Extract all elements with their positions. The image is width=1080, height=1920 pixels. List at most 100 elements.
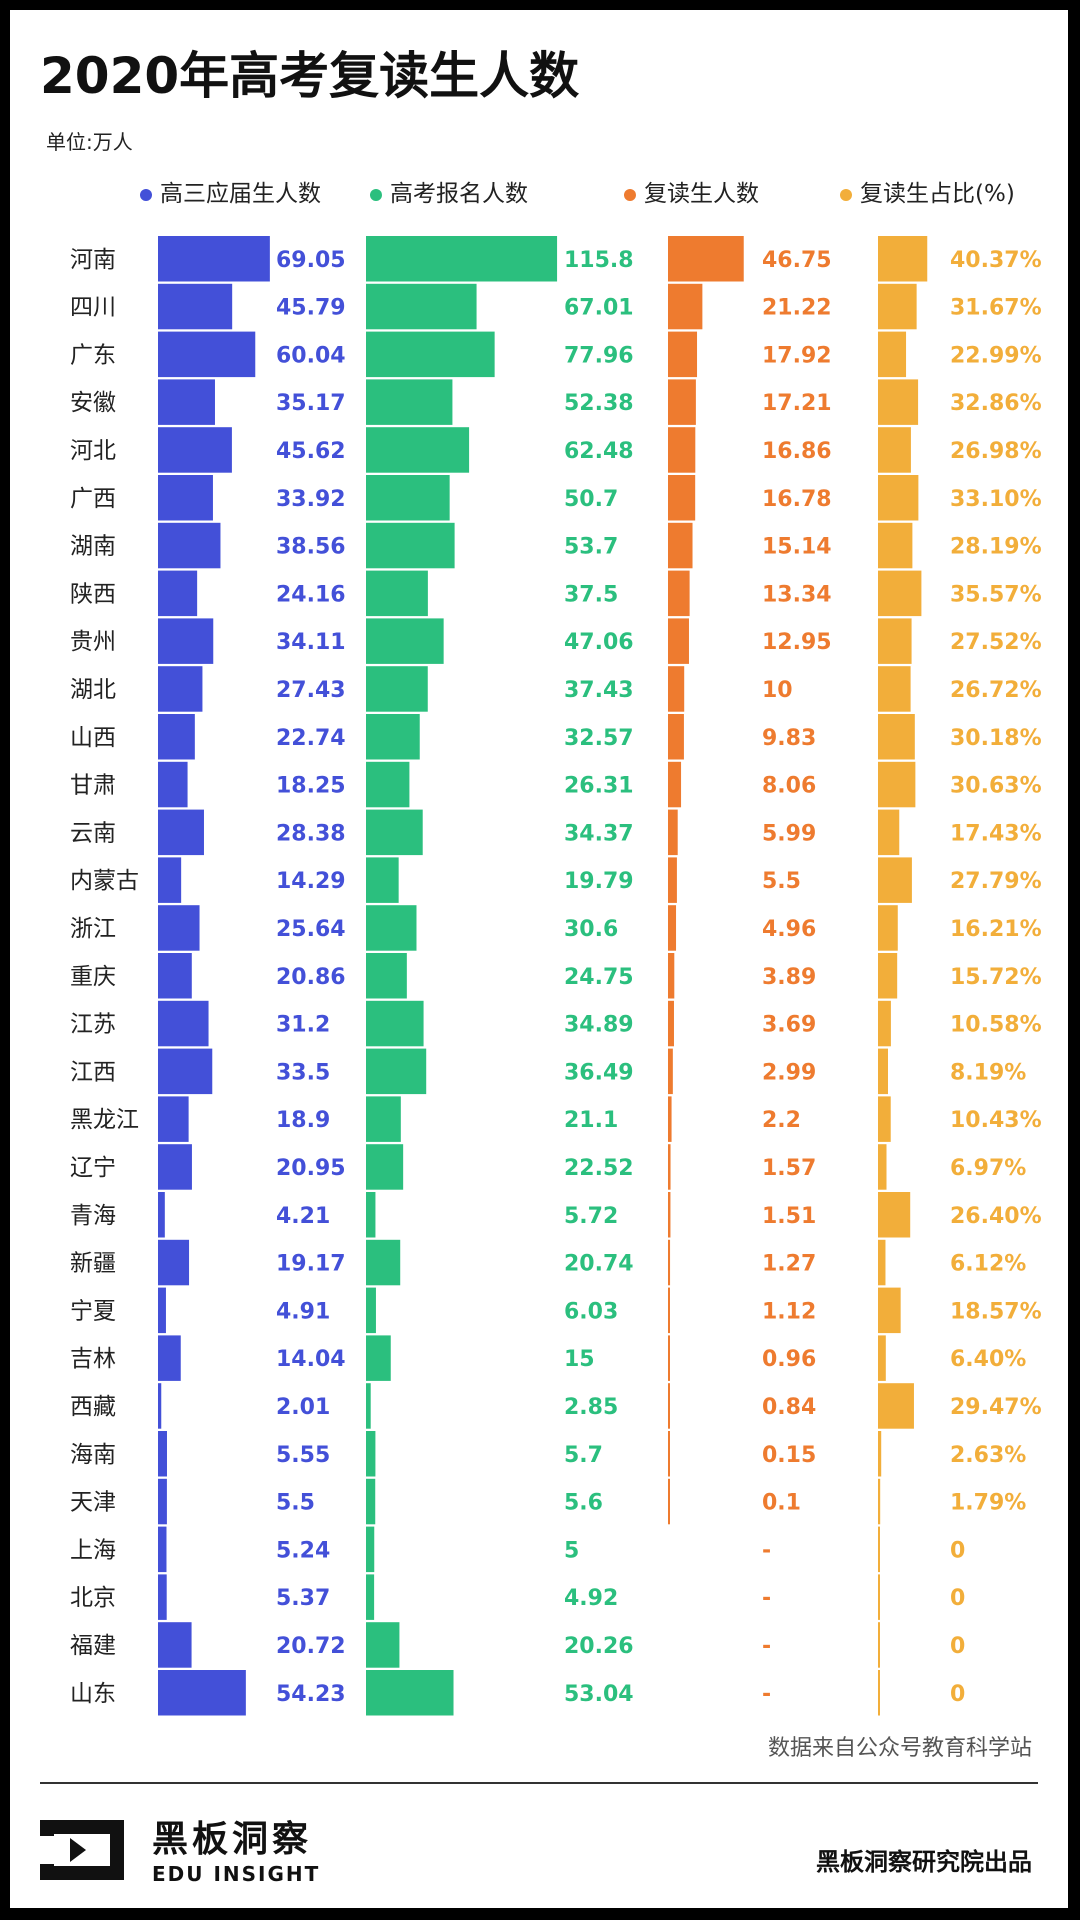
bar	[366, 379, 453, 425]
category-label: 山西	[70, 725, 116, 751]
data-label: 13.34	[762, 582, 832, 607]
data-label: 20.95	[276, 1156, 346, 1181]
legend-dot-icon	[840, 188, 852, 201]
bar	[366, 522, 455, 569]
data-label: 30.63%	[950, 774, 1042, 799]
data-label: 2.99	[762, 1060, 816, 1085]
data-label: 27.52%	[950, 630, 1042, 655]
data-label: 5.99	[762, 821, 816, 846]
data-label: 0	[950, 1682, 965, 1707]
data-label: 2.01	[276, 1395, 330, 1420]
legend-label: 复读生占比(%)	[860, 181, 1015, 207]
bar	[158, 618, 214, 664]
category-label: 湖南	[70, 534, 116, 560]
bar	[366, 1000, 424, 1047]
bar	[366, 236, 558, 282]
bar	[366, 1192, 376, 1238]
data-label: 50.7	[564, 487, 618, 512]
category-label: 黑龙江	[70, 1107, 139, 1133]
data-label: 4.92	[564, 1586, 618, 1611]
data-label: 24.16	[276, 582, 346, 607]
category-label: 青海	[70, 1203, 116, 1229]
bar	[158, 570, 198, 617]
bar	[366, 427, 470, 473]
bar	[158, 427, 232, 473]
bar	[878, 522, 913, 569]
data-label: 36.49	[564, 1060, 634, 1085]
bar	[668, 522, 693, 569]
data-label: 28.19%	[950, 535, 1042, 560]
data-label: 34.89	[564, 1013, 634, 1038]
bar	[878, 1239, 886, 1286]
bar	[668, 1239, 671, 1286]
data-label: 45.79	[276, 296, 346, 321]
bar	[878, 857, 912, 903]
data-label: 54.23	[276, 1682, 346, 1707]
data-label: 16.78	[762, 487, 832, 512]
data-label: 26.98%	[950, 439, 1042, 464]
data-label: 15	[564, 1347, 595, 1372]
data-label: 1.12	[762, 1299, 816, 1324]
category-label: 四川	[70, 295, 116, 321]
data-label: 37.5	[564, 582, 618, 607]
bar	[366, 570, 428, 617]
data-label: 33.5	[276, 1060, 330, 1085]
data-label: 32.86%	[950, 391, 1042, 416]
data-label: -	[762, 1682, 771, 1707]
data-label: 9.83	[762, 726, 816, 751]
bar	[158, 1431, 167, 1477]
category-label: 浙江	[70, 916, 116, 942]
category-label: 江西	[70, 1059, 116, 1085]
data-label: 8.19%	[950, 1060, 1026, 1085]
data-label: 4.91	[276, 1299, 330, 1324]
bar	[158, 236, 270, 282]
bar	[158, 809, 204, 856]
data-label: 0.1	[762, 1491, 801, 1516]
data-label: 0	[950, 1586, 965, 1611]
data-label: 52.38	[564, 391, 634, 416]
data-label: 20.26	[564, 1634, 634, 1659]
bar	[668, 1048, 673, 1095]
bar	[668, 857, 677, 903]
data-label: 2.63%	[950, 1443, 1026, 1468]
bar	[366, 905, 417, 951]
data-label: 26.72%	[950, 678, 1042, 703]
category-label: 吉林	[70, 1346, 116, 1372]
legend-dot-icon	[624, 188, 636, 201]
data-label: 17.21	[762, 391, 832, 416]
bar	[668, 1287, 670, 1334]
data-label: 31.67%	[950, 296, 1042, 321]
bar	[158, 666, 203, 712]
data-label: -	[762, 1586, 771, 1611]
bar	[878, 1383, 914, 1429]
category-label: 安徽	[70, 390, 116, 416]
legend-item-grads: 高三应届生人数	[140, 174, 321, 208]
data-label: 30.18%	[950, 726, 1042, 751]
data-label: 22.52	[564, 1156, 634, 1181]
bar	[366, 1574, 375, 1620]
data-label: 6.12%	[950, 1252, 1026, 1277]
bar	[158, 331, 256, 378]
bar	[878, 1144, 887, 1190]
bar	[878, 1287, 901, 1334]
bar	[158, 1383, 162, 1429]
data-label: 5.55	[276, 1443, 330, 1468]
bar	[878, 618, 912, 664]
bar	[668, 1144, 671, 1190]
bar	[158, 379, 215, 425]
bar	[668, 809, 678, 856]
data-label: 0.96	[762, 1347, 816, 1372]
data-label: 22.74	[276, 726, 346, 751]
data-label: 18.57%	[950, 1299, 1042, 1324]
bar	[366, 1144, 404, 1190]
bar	[878, 1335, 886, 1381]
bar	[668, 379, 696, 425]
data-label: 5.6	[564, 1491, 603, 1516]
data-label: 1.57	[762, 1156, 816, 1181]
data-label: 3.69	[762, 1013, 816, 1038]
data-label: 24.75	[564, 965, 634, 990]
data-label: 115.8	[564, 248, 634, 273]
legend-item-ratio: 复读生占比(%)	[840, 174, 1015, 208]
legend-label: 高考报名人数	[390, 181, 528, 207]
divider	[40, 1782, 1038, 1784]
